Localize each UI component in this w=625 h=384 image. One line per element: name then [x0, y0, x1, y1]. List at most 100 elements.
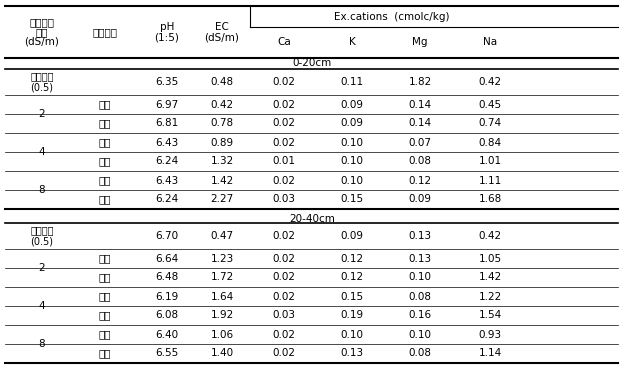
- Text: 0.78: 0.78: [211, 119, 234, 129]
- Text: 1.23: 1.23: [211, 253, 234, 263]
- Text: 0.10: 0.10: [341, 175, 364, 185]
- Text: 1.32: 1.32: [211, 157, 234, 167]
- Text: 1.42: 1.42: [478, 273, 502, 283]
- Text: 1.68: 1.68: [478, 195, 502, 205]
- Text: 영양: 영양: [99, 99, 111, 109]
- Text: 0.10: 0.10: [341, 137, 364, 147]
- Text: 0.42: 0.42: [479, 231, 501, 241]
- Text: 0.02: 0.02: [272, 99, 296, 109]
- Text: 6.08: 6.08: [156, 311, 179, 321]
- Text: 6.81: 6.81: [156, 119, 179, 129]
- Text: 영양: 영양: [99, 175, 111, 185]
- Text: 0.02: 0.02: [272, 137, 296, 147]
- Text: 0.03: 0.03: [272, 311, 296, 321]
- Text: 영양: 영양: [99, 329, 111, 339]
- Text: 1.14: 1.14: [478, 349, 502, 359]
- Text: 6.35: 6.35: [156, 77, 179, 87]
- Text: 출사: 출사: [99, 273, 111, 283]
- Text: 6.24: 6.24: [156, 157, 179, 167]
- Text: 0.10: 0.10: [341, 329, 364, 339]
- Text: 0.74: 0.74: [479, 119, 501, 129]
- Text: 0.02: 0.02: [272, 329, 296, 339]
- Text: 0.42: 0.42: [211, 99, 234, 109]
- Text: 0.02: 0.02: [272, 273, 296, 283]
- Text: (dS/m): (dS/m): [24, 37, 59, 47]
- Text: 정상관수
(0.5): 정상관수 (0.5): [30, 71, 54, 93]
- Text: 출사: 출사: [99, 311, 111, 321]
- Text: 0.01: 0.01: [272, 157, 296, 167]
- Text: 1.92: 1.92: [211, 311, 234, 321]
- Text: 0.09: 0.09: [341, 231, 364, 241]
- Text: 0.84: 0.84: [479, 137, 501, 147]
- Text: 6.24: 6.24: [156, 195, 179, 205]
- Text: 1.22: 1.22: [478, 291, 502, 301]
- Text: 0.07: 0.07: [409, 137, 431, 147]
- Text: 0.45: 0.45: [479, 99, 501, 109]
- Text: 영양: 영양: [99, 137, 111, 147]
- Text: 0.16: 0.16: [409, 311, 431, 321]
- Text: 0.08: 0.08: [409, 291, 431, 301]
- Text: 0.47: 0.47: [211, 231, 234, 241]
- Text: 4: 4: [39, 147, 46, 157]
- Text: 1.42: 1.42: [211, 175, 234, 185]
- Text: 6.97: 6.97: [156, 99, 179, 109]
- Text: 0.12: 0.12: [341, 273, 364, 283]
- Text: 0.15: 0.15: [341, 195, 364, 205]
- Text: 1.54: 1.54: [478, 311, 502, 321]
- Text: Mg: Mg: [412, 37, 428, 47]
- Text: 1.82: 1.82: [408, 77, 432, 87]
- Text: 0.02: 0.02: [272, 291, 296, 301]
- Text: 0.10: 0.10: [409, 273, 431, 283]
- Text: 0.19: 0.19: [341, 311, 364, 321]
- Text: 0.13: 0.13: [341, 349, 364, 359]
- Text: 0.02: 0.02: [272, 349, 296, 359]
- Text: 영양: 영양: [99, 253, 111, 263]
- Text: 20-40cm: 20-40cm: [289, 214, 335, 224]
- Text: 0.02: 0.02: [272, 175, 296, 185]
- Text: 2: 2: [39, 109, 46, 119]
- Text: 0.02: 0.02: [272, 253, 296, 263]
- Text: 0.93: 0.93: [479, 329, 501, 339]
- Text: 0.09: 0.09: [409, 195, 431, 205]
- Text: 0.08: 0.08: [409, 349, 431, 359]
- Text: 0.42: 0.42: [479, 77, 501, 87]
- Text: 6.43: 6.43: [156, 137, 179, 147]
- Text: 0.11: 0.11: [341, 77, 364, 87]
- Text: pH: pH: [160, 22, 174, 32]
- Text: 1.40: 1.40: [211, 349, 234, 359]
- Text: 0.13: 0.13: [409, 231, 431, 241]
- Text: 1.05: 1.05: [479, 253, 501, 263]
- Text: 8: 8: [39, 339, 46, 349]
- Text: 2: 2: [39, 263, 46, 273]
- Text: Na: Na: [483, 37, 497, 47]
- Text: 0.09: 0.09: [341, 119, 364, 129]
- Text: 1.72: 1.72: [211, 273, 234, 283]
- Text: 0.02: 0.02: [272, 77, 296, 87]
- Text: K: K: [349, 37, 356, 47]
- Text: 6.70: 6.70: [156, 231, 179, 241]
- Text: 출사: 출사: [99, 119, 111, 129]
- Text: 0-20cm: 0-20cm: [292, 58, 332, 68]
- Text: Ca: Ca: [277, 37, 291, 47]
- Text: 0.89: 0.89: [211, 137, 234, 147]
- Text: 0.15: 0.15: [341, 291, 364, 301]
- Text: Ex.cations  (cmolc/kg): Ex.cations (cmolc/kg): [334, 12, 450, 22]
- Text: 염도: 염도: [36, 27, 48, 37]
- Text: 0.12: 0.12: [341, 253, 364, 263]
- Text: 정상관수
(0.5): 정상관수 (0.5): [30, 225, 54, 247]
- Text: 영양: 영양: [99, 291, 111, 301]
- Text: 6.55: 6.55: [156, 349, 179, 359]
- Text: 0.09: 0.09: [341, 99, 364, 109]
- Text: 0.10: 0.10: [409, 329, 431, 339]
- Text: 6.40: 6.40: [156, 329, 179, 339]
- Text: 6.19: 6.19: [156, 291, 179, 301]
- Text: (1:5): (1:5): [154, 32, 179, 42]
- Text: 생육시기: 생육시기: [92, 27, 118, 37]
- Text: 1.64: 1.64: [211, 291, 234, 301]
- Text: 0.48: 0.48: [211, 77, 234, 87]
- Text: 1.01: 1.01: [479, 157, 501, 167]
- Text: 0.02: 0.02: [272, 231, 296, 241]
- Text: 관개용수: 관개용수: [29, 17, 54, 27]
- Text: 4: 4: [39, 301, 46, 311]
- Text: 0.10: 0.10: [341, 157, 364, 167]
